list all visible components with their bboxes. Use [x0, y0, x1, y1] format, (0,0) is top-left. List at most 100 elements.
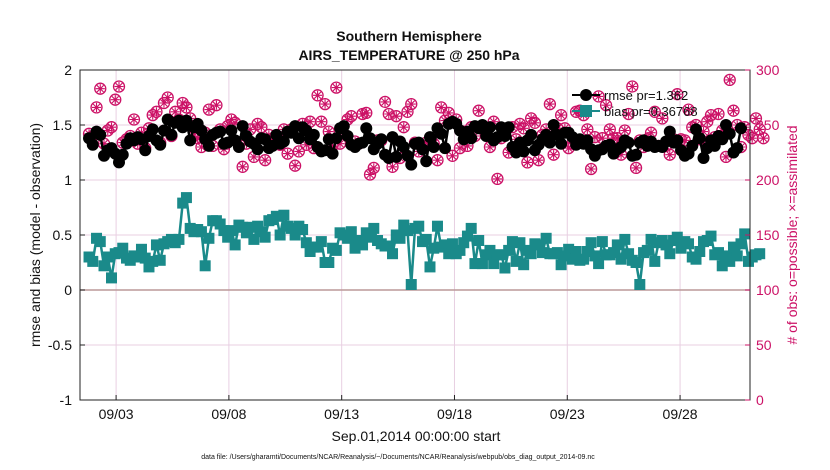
rmse-point	[326, 147, 339, 160]
obs-possible-point	[405, 97, 418, 111]
bias-point	[135, 243, 147, 255]
bias-point	[383, 240, 395, 252]
bias-point	[754, 248, 766, 260]
obs-assimilated-point	[384, 109, 394, 119]
obs-possible-point	[397, 121, 410, 134]
bias-point	[735, 238, 747, 250]
bias-point	[428, 242, 440, 254]
right-tick-label: 50	[756, 337, 772, 353]
obs-assimilated-point	[556, 110, 566, 120]
rmse-point	[438, 142, 451, 155]
obs-assimilated-point	[357, 109, 368, 119]
obs-possible-point	[105, 121, 118, 134]
bias-point	[218, 225, 230, 237]
rmse-point	[435, 127, 448, 140]
obs-possible-point	[682, 103, 695, 116]
bias-point	[690, 253, 702, 265]
obs-assimilated-point	[474, 106, 484, 116]
obs-assimilated-point	[721, 152, 731, 162]
rmse-point	[723, 127, 736, 140]
obs-assimilated-point	[489, 117, 499, 127]
obs-assimilated-point	[582, 124, 592, 134]
rmse-point	[622, 136, 635, 149]
bias-point	[570, 246, 582, 257]
obs-assimilated-point	[283, 149, 293, 159]
obs-assimilated-point	[623, 109, 634, 119]
bias-point	[431, 220, 443, 232]
left-tick-label: 0.5	[53, 227, 73, 243]
obs-assimilated-point	[702, 117, 712, 127]
obs-possible-point	[150, 105, 163, 118]
obs-assimilated-point	[504, 147, 514, 158]
left-y-axis: 2 1.5 1 0.5 0 -0.5 -1	[48, 62, 85, 408]
obs-possible-point	[378, 95, 392, 109]
obs-possible-point	[109, 93, 122, 106]
bias-point	[405, 279, 417, 290]
obs-assimilated-point	[751, 113, 761, 123]
rmse-point	[292, 132, 305, 145]
rmse-point	[693, 132, 706, 145]
bias-point	[724, 255, 736, 267]
obs-assimilated-point	[593, 91, 604, 101]
obs-assimilated-point	[230, 118, 240, 128]
legend: rmse pr=1.362 bias pr=0.36768	[572, 88, 698, 119]
obs-assimilated-point	[725, 75, 735, 85]
obs-assimilated-point	[485, 142, 495, 152]
x-tick-label: 09/18	[437, 406, 472, 422]
obs-assimilated-point	[91, 102, 102, 112]
right-tick-label: 200	[756, 172, 780, 188]
bias-point	[664, 248, 676, 260]
obs-assimilated-point	[178, 98, 188, 108]
obs-assimilated-point	[148, 110, 158, 120]
obs-assimilated-point	[713, 109, 724, 119]
bias-point	[387, 248, 399, 260]
rmse-point	[630, 148, 643, 161]
obs-assimilated-point	[444, 108, 454, 118]
obs-assimilated-point	[406, 99, 416, 109]
obs-possible-point	[318, 97, 332, 111]
obs-possible-point	[288, 159, 302, 172]
bias-point	[394, 232, 406, 244]
bias-point	[402, 225, 414, 237]
bias-point	[649, 255, 661, 267]
obs-assimilated-point	[331, 83, 341, 93]
obs-possible-point	[401, 105, 414, 118]
bias-point	[555, 259, 567, 271]
x-axis: 09/03 09/08 09/13 09/18 09/23 09/28	[99, 395, 698, 422]
obs-possible-point	[176, 96, 189, 110]
obs-possible-point	[671, 88, 684, 101]
bias-point	[214, 218, 226, 230]
left-tick-label: 1	[64, 172, 72, 188]
obs-assimilated-point	[698, 127, 709, 137]
obs-assimilated-point	[650, 107, 660, 117]
rmse-point	[525, 128, 538, 141]
bias-point	[559, 250, 571, 262]
bias-point	[439, 239, 451, 251]
x-tick-label: 09/23	[550, 406, 585, 422]
rmse-series	[83, 113, 747, 171]
bias-point	[563, 243, 575, 255]
x-tick-label: 09/28	[663, 406, 698, 422]
bias-point	[446, 238, 458, 250]
obs-possible-point	[622, 107, 635, 121]
bias-point	[623, 248, 635, 260]
bias-point	[349, 242, 361, 254]
obs-assimilated-point	[170, 107, 180, 117]
rmse-point	[734, 122, 747, 135]
left-tick-label: 1.5	[53, 117, 73, 133]
rmse-point	[232, 141, 245, 153]
obs-assimilated-point	[290, 161, 300, 171]
bias-point	[225, 225, 237, 237]
bias-point	[458, 237, 470, 249]
bias-point	[132, 251, 144, 263]
bias-point	[488, 258, 500, 270]
obs-assimilated-point	[545, 99, 555, 109]
bias-point	[461, 230, 473, 242]
obs-possible-point	[330, 81, 343, 94]
bias-point	[495, 249, 507, 261]
legend-rmse-label: rmse pr=1.362	[604, 88, 688, 103]
obs-assimilated-point	[758, 133, 769, 143]
obs-assimilated-point	[238, 162, 248, 172]
obs-possible-point	[202, 103, 216, 116]
obs-possible-point	[547, 148, 560, 161]
